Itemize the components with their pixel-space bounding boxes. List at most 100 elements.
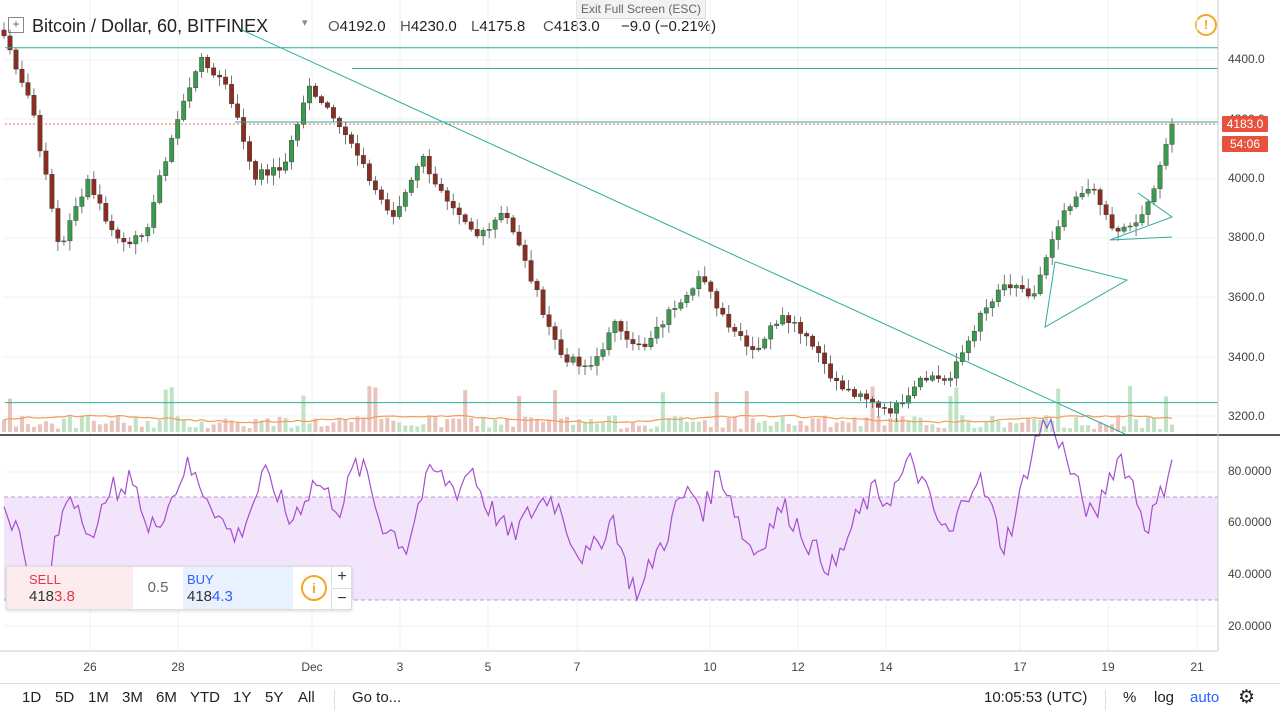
date-tick: 21 [1190, 660, 1204, 674]
candle-body [1157, 165, 1163, 189]
candle-body [876, 401, 881, 408]
volume-bar [858, 426, 863, 432]
candle-body [965, 340, 971, 353]
volume-bar [978, 427, 983, 432]
volume-bar [499, 424, 504, 432]
volume-bar [1002, 427, 1007, 432]
volume-bar [391, 420, 396, 432]
candle-body [834, 377, 839, 381]
volume-bar [451, 418, 456, 432]
candle-body [1079, 192, 1085, 198]
volume-bar [588, 419, 593, 432]
volume-bar [55, 428, 60, 432]
volume-bar [876, 416, 881, 432]
gear-icon[interactable]: ⚙ [1238, 687, 1256, 708]
candle-body [492, 219, 498, 230]
buy-price: 4184.3 [187, 588, 233, 605]
candle-body [1073, 196, 1079, 207]
candle-body [528, 260, 534, 282]
volume-bar [229, 420, 234, 432]
range-ytd-button[interactable]: YTD [190, 689, 220, 706]
date-tick: 12 [791, 660, 805, 674]
volume-bar [636, 425, 641, 432]
trade-info-button[interactable]: i [293, 567, 331, 609]
bottom-toolbar [0, 683, 1280, 721]
decrease-button[interactable]: − [331, 588, 352, 609]
info-icon: i [301, 575, 327, 601]
sell-price-main: 418 [29, 588, 55, 605]
price-tick: 3200.0 [1228, 409, 1265, 423]
candle-body [1001, 284, 1007, 291]
symbol-title[interactable]: Bitcoin / Dollar, 60, BITFINEX [32, 16, 269, 36]
trend-line [241, 29, 1126, 435]
percent-scale-button[interactable]: % [1123, 689, 1137, 706]
price-tick: 3600.0 [1228, 290, 1265, 304]
volume-bar [7, 398, 12, 432]
ohlc-high-label: H [400, 18, 411, 35]
volume-bar [1038, 420, 1043, 432]
volume-bar [145, 421, 150, 432]
range-all-button[interactable]: All [298, 689, 315, 706]
range-5d-button[interactable]: 5D [55, 689, 75, 706]
volume-bar [690, 421, 695, 432]
chevron-down-icon[interactable]: ▾ [302, 17, 308, 29]
candle-body [714, 291, 720, 309]
candle-body [456, 207, 462, 215]
volume-bar [888, 418, 893, 432]
volume-bar [331, 422, 336, 432]
volume-bar [385, 417, 390, 432]
volume-bar [1068, 428, 1073, 432]
volume-bar [313, 418, 318, 432]
volume-bar [181, 420, 186, 432]
range-1m-button[interactable]: 1M [88, 689, 109, 706]
candle-body [576, 356, 582, 367]
candle-body [1133, 222, 1139, 227]
log-scale-button[interactable]: log [1154, 689, 1175, 706]
volume-bar [792, 425, 797, 432]
increase-button[interactable]: + [331, 567, 352, 587]
volume-bar [13, 426, 18, 432]
volume-bar [972, 427, 977, 432]
candle-body [546, 314, 552, 327]
alert-icon[interactable]: ! [1195, 14, 1217, 36]
candle-body [636, 343, 642, 346]
candle-body [786, 315, 792, 324]
volume-bar [49, 423, 54, 432]
candle-body [947, 377, 953, 381]
auto-scale-button[interactable]: auto [1190, 689, 1220, 706]
volume-bar [445, 419, 450, 432]
candle-body [594, 356, 600, 366]
candle-body [37, 115, 43, 152]
buy-button[interactable]: BUY 4184.3 [183, 567, 293, 609]
ohlc-low-label: L [471, 18, 480, 35]
range-6m-button[interactable]: 6M [156, 689, 177, 706]
candle-body [139, 235, 145, 237]
range-1y-button[interactable]: 1Y [233, 689, 252, 706]
candle-body [540, 289, 546, 315]
volume-bar [253, 418, 258, 432]
volume-bar [768, 425, 773, 432]
sell-button[interactable]: SELL 4183.8 [7, 567, 133, 609]
candle-body [726, 313, 732, 328]
candle-body [666, 309, 672, 325]
volume-bar [115, 416, 120, 432]
candle-body [798, 322, 804, 334]
range-5y-button[interactable]: 5Y [265, 689, 284, 706]
goto-button[interactable]: Go to... [352, 689, 402, 706]
volume-bar [1170, 424, 1174, 432]
volume-bar [618, 428, 623, 432]
candle-body [73, 206, 79, 221]
volume-bar [79, 415, 84, 432]
volume-bar [433, 416, 438, 432]
candle-body [498, 212, 504, 221]
candle-body [121, 238, 127, 243]
range-3m-button[interactable]: 3M [122, 689, 143, 706]
volume-bar [163, 389, 168, 432]
candle-body [1109, 214, 1115, 229]
volume-bar [535, 420, 540, 432]
plus-square-icon[interactable]: + [8, 17, 24, 33]
range-1d-button[interactable]: 1D [22, 689, 42, 706]
volume-bar [810, 418, 815, 432]
volume-bar [1098, 421, 1103, 432]
clock[interactable]: 10:05:53 (UTC) [984, 689, 1088, 706]
